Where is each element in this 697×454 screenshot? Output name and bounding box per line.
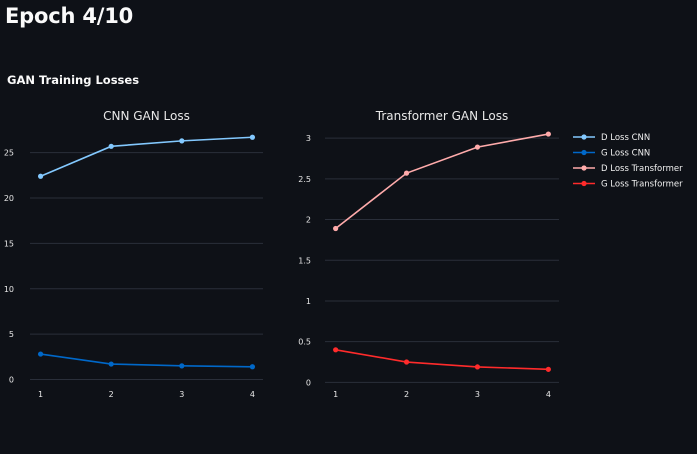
data-point-d-loss-transformer[interactable] <box>474 144 481 150</box>
y-tick-label: 0 <box>306 378 311 387</box>
x-tick-label: 2 <box>109 390 114 399</box>
series-line-d-loss-transformer[interactable] <box>335 133 549 230</box>
y-tick-label: 3 <box>306 134 311 143</box>
legend-item-d-loss-transformer[interactable]: D Loss Transformer <box>573 164 683 174</box>
y-tick-label: 0.5 <box>298 338 311 347</box>
subplot-title-transformer: Transformer GAN Loss <box>375 109 508 123</box>
series-line-g-loss-cnn[interactable] <box>40 353 253 368</box>
legend-label: D Loss CNN <box>601 133 650 143</box>
data-point-g-loss-cnn[interactable] <box>249 364 256 370</box>
data-point-g-loss-cnn[interactable] <box>179 363 185 369</box>
legend-swatch-marker <box>581 165 587 171</box>
data-point-g-loss-transformer[interactable] <box>333 347 339 353</box>
x-tick-label: 4 <box>250 390 255 399</box>
series-line-g-loss-transformer[interactable] <box>335 349 549 371</box>
transformer-gan-loss-subplot: Transformer GAN Loss 0 0.5 1 1.5 2 2.5 3 1 2 3 4 <box>298 109 559 399</box>
y-tick-label: 1.5 <box>298 256 311 265</box>
data-point-g-loss-transformer[interactable] <box>403 359 410 365</box>
x-tick-label: 4 <box>546 390 551 399</box>
cnn-gan-loss-subplot: CNN GAN Loss 0 5 10 15 20 25 1 2 3 4 <box>4 109 263 399</box>
data-point-d-loss-transformer[interactable] <box>403 170 410 176</box>
data-point-d-loss-cnn[interactable] <box>108 143 114 149</box>
legend-swatch-marker <box>581 134 587 140</box>
x-tick-label: 1 <box>333 390 338 399</box>
legend-label: D Loss Transformer <box>601 164 683 174</box>
series-line-d-loss-cnn[interactable] <box>40 136 253 178</box>
y-tick-label: 10 <box>4 285 14 294</box>
data-point-d-loss-cnn[interactable] <box>179 138 185 144</box>
legend-swatch-marker <box>581 149 587 156</box>
legend-item-d-loss-cnn[interactable]: D Loss CNN <box>573 133 650 143</box>
y-tick-label: 2.5 <box>298 175 311 184</box>
data-point-d-loss-cnn[interactable] <box>249 134 256 140</box>
data-point-g-loss-cnn[interactable] <box>37 351 44 357</box>
y-tick-label: 15 <box>4 239 14 248</box>
data-point-g-loss-transformer[interactable] <box>545 366 551 372</box>
legend-swatch-marker <box>581 180 587 187</box>
x-tick-label: 1 <box>38 390 43 399</box>
legend-item-g-loss-transformer[interactable]: G Loss Transformer <box>573 180 683 190</box>
data-point-d-loss-transformer[interactable] <box>545 131 551 137</box>
section-title: GAN Training Losses <box>7 73 140 87</box>
x-tick-label: 3 <box>179 390 184 399</box>
y-tick-label: 1 <box>306 297 311 306</box>
data-point-d-loss-transformer[interactable] <box>333 225 339 232</box>
y-tick-label: 0 <box>9 375 14 384</box>
y-tick-label: 20 <box>4 194 14 203</box>
x-tick-label: 3 <box>475 390 480 399</box>
y-tick-label: 5 <box>9 330 14 339</box>
x-tick-label: 2 <box>404 390 409 399</box>
data-point-g-loss-cnn[interactable] <box>108 361 114 367</box>
chart-legend[interactable]: D Loss CNN G Loss CNN D Loss Transformer G … <box>573 133 683 190</box>
data-point-d-loss-cnn[interactable] <box>37 173 44 179</box>
legend-label: G Loss Transformer <box>601 180 683 190</box>
subplot-title-cnn: CNN GAN Loss <box>103 109 190 123</box>
y-tick-label: 2 <box>306 216 311 225</box>
page-title: Epoch 4/10 <box>5 4 134 28</box>
y-tick-label: 25 <box>4 149 14 158</box>
legend-item-g-loss-cnn[interactable]: G Loss CNN <box>573 149 650 159</box>
data-point-g-loss-transformer[interactable] <box>474 364 481 370</box>
legend-label: G Loss CNN <box>601 149 650 159</box>
